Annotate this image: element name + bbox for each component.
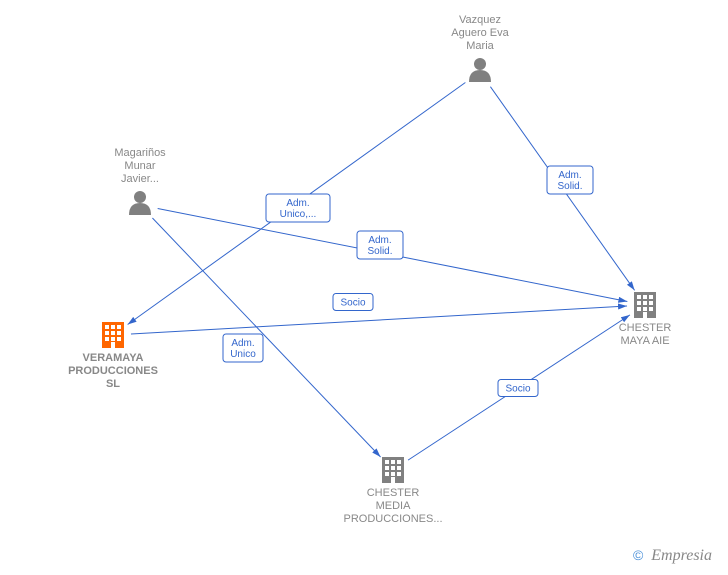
node-chester_maya[interactable]: CHESTERMAYA AIE: [619, 292, 672, 347]
node-label: Munar: [124, 160, 156, 172]
node-magarinos[interactable]: MagariñosMunarJavier...: [114, 147, 166, 215]
node-label: Vazquez: [459, 14, 501, 26]
edge-label-text: Adm.: [286, 198, 309, 209]
edge-label-text: Adm.: [368, 235, 391, 246]
edge-magarinos-chester_media: [152, 218, 380, 457]
copyright-symbol: ©: [633, 547, 643, 563]
node-label: Magariños: [114, 147, 166, 159]
edge-label-text: Unico,...: [280, 209, 317, 220]
node-label: CHESTER: [619, 322, 672, 334]
edge-label-text: Socio: [505, 384, 530, 395]
node-label: VERAMAYA: [83, 352, 144, 364]
node-label: SL: [106, 378, 120, 390]
node-label: Maria: [466, 40, 494, 52]
edge-label-text: Solid.: [557, 181, 582, 192]
edge-veramaya-chester_maya: [131, 306, 627, 334]
node-label: MEDIA: [376, 500, 412, 512]
network-diagram: Adm.Unico,...Adm.Solid.Adm.Solid.Adm.Uni…: [0, 0, 728, 575]
node-label: MAYA AIE: [620, 335, 669, 347]
node-label: CHESTER: [367, 487, 420, 499]
edge-label-text: Adm.: [231, 338, 254, 349]
edge-label-text: Unico: [230, 349, 256, 360]
node-label: Aguero Eva: [451, 27, 509, 39]
node-chester_media[interactable]: CHESTERMEDIAPRODUCCIONES...: [343, 457, 442, 525]
brand-text: Empresia: [651, 547, 712, 564]
edge-label-text: Socio: [340, 298, 365, 309]
node-label: Javier...: [121, 173, 159, 185]
node-label: PRODUCCIONES...: [343, 513, 442, 525]
edge-label-text: Adm.: [558, 170, 581, 181]
brand-footer: © Empresia: [633, 547, 712, 565]
edge-label-text: Solid.: [367, 246, 392, 257]
node-label: PRODUCCIONES: [68, 365, 158, 377]
node-veramaya[interactable]: VERAMAYAPRODUCCIONESSL: [68, 322, 158, 390]
node-vazquez[interactable]: VazquezAguero EvaMaria: [451, 14, 509, 82]
